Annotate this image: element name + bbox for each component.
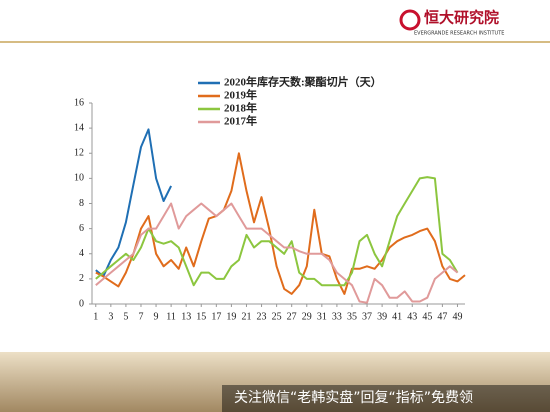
x-tick-label: 27 xyxy=(287,311,297,322)
x-tick-label: 23 xyxy=(257,311,267,322)
header: 恒大研究院 EVERGRANDE RESEARCH INSTITUTE xyxy=(0,9,550,43)
x-tick-label: 41 xyxy=(392,311,402,322)
footer-image xyxy=(0,352,550,412)
y-tick-label: 8 xyxy=(79,198,84,209)
legend-label: 2020年库存天数:聚酯切片（天） xyxy=(224,75,382,89)
x-tick-label: 45 xyxy=(422,311,432,322)
logo-icon xyxy=(399,9,421,31)
y-tick-label: 14 xyxy=(74,122,84,133)
legend-label: 2018年 xyxy=(224,101,257,115)
x-tick-label: 39 xyxy=(377,311,387,322)
x-tick-label: 21 xyxy=(241,311,251,322)
x-tick-label: 11 xyxy=(166,311,176,322)
series-line xyxy=(95,152,466,295)
y-tick-label: 10 xyxy=(74,173,84,184)
x-tick-label: 3 xyxy=(108,311,113,322)
legend-label: 2017年 xyxy=(224,114,257,128)
logo-sub: EVERGRANDE RESEARCH INSTITUTE xyxy=(414,31,504,37)
series-line xyxy=(95,128,172,278)
x-tick-label: 35 xyxy=(347,311,357,322)
x-tick-label: 15 xyxy=(196,311,206,322)
y-tick-label: 4 xyxy=(79,248,84,259)
x-tick-label: 31 xyxy=(317,311,327,322)
series-line xyxy=(95,176,459,287)
x-tick-label: 49 xyxy=(452,311,462,322)
x-tick-label: 7 xyxy=(138,311,143,322)
x-tick-label: 43 xyxy=(407,311,417,322)
legend-label: 2019年 xyxy=(224,88,257,102)
footer-text: 关注微信“老韩实盘”回复“指标”免费领 xyxy=(234,389,473,406)
y-tick-label: 12 xyxy=(74,148,84,159)
x-tick-label: 29 xyxy=(302,311,312,322)
x-tick-label: 5 xyxy=(123,311,128,322)
x-tick-label: 37 xyxy=(362,311,372,322)
x-tick-label: 25 xyxy=(272,311,282,322)
x-tick-label: 1 xyxy=(93,311,98,322)
logo: 恒大研究院 xyxy=(424,9,499,27)
y-tick-label: 2 xyxy=(79,273,84,284)
footer-banner xyxy=(222,385,550,412)
y-tick-label: 6 xyxy=(79,223,84,234)
series-line xyxy=(95,202,459,304)
footer: 关注微信“老韩实盘”回复“指标”免费领 xyxy=(0,352,550,412)
x-tick-label: 19 xyxy=(226,311,236,322)
y-tick-label: 0 xyxy=(79,298,84,309)
x-tick-label: 47 xyxy=(437,311,447,322)
x-tick-label: 17 xyxy=(211,311,221,322)
x-tick-label: 13 xyxy=(181,311,191,322)
y-tick-label: 16 xyxy=(74,97,84,108)
x-tick-label: 9 xyxy=(154,311,159,322)
x-tick-label: 33 xyxy=(332,311,342,322)
